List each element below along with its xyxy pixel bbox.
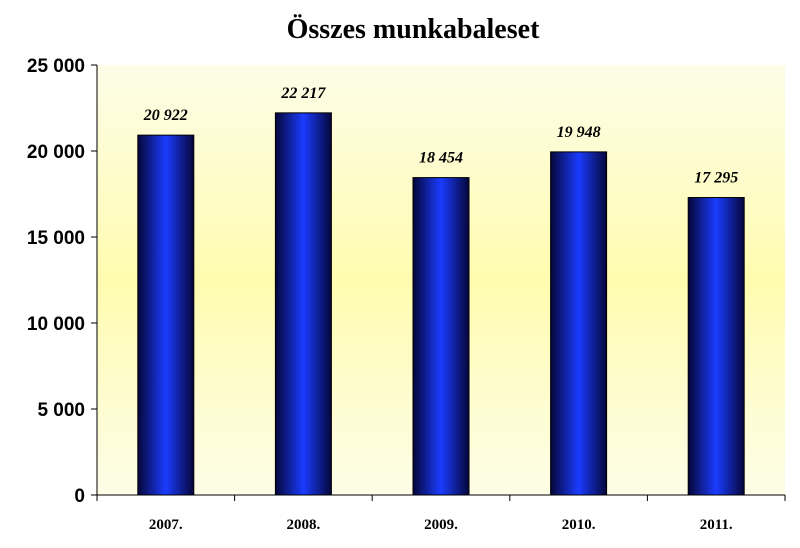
bar-2007 [137,134,195,496]
y-tick-label: 10 000 [27,314,85,335]
x-tick-label: 2008. [287,517,321,533]
x-ticks-group: 2007. 2008. 2009. 2010. 2011. [149,517,733,533]
bar-2011 [687,197,745,496]
y-tick-label: 15 000 [27,228,85,249]
bar-2010 [550,151,608,496]
x-tick-label: 2009. [424,517,458,533]
data-label: 19 948 [557,124,601,141]
data-label: 17 295 [694,170,738,187]
x-tick-label: 2011. [700,517,733,533]
bar-2008 [274,112,332,496]
bar-2009 [412,177,470,496]
y-tick-label: 5 000 [37,400,85,421]
chart-title: Összes munkabaleset [287,14,540,45]
x-tick-label: 2010. [562,517,596,533]
x-tick-label: 2007. [149,517,183,533]
data-label: 20 922 [143,107,188,124]
data-label: 18 454 [419,150,463,167]
data-labels-group: 20 922 22 217 18 454 19 948 17 295 [143,85,738,187]
y-ticks-group: 0 5 000 10 000 15 000 20 000 25 000 [27,56,85,507]
bars-group [137,112,745,496]
y-tick-label: 20 000 [27,142,85,163]
axes-group [91,64,786,501]
data-label: 22 217 [280,85,326,102]
y-tick-label: 0 [74,486,85,507]
y-tick-label: 25 000 [27,56,85,77]
